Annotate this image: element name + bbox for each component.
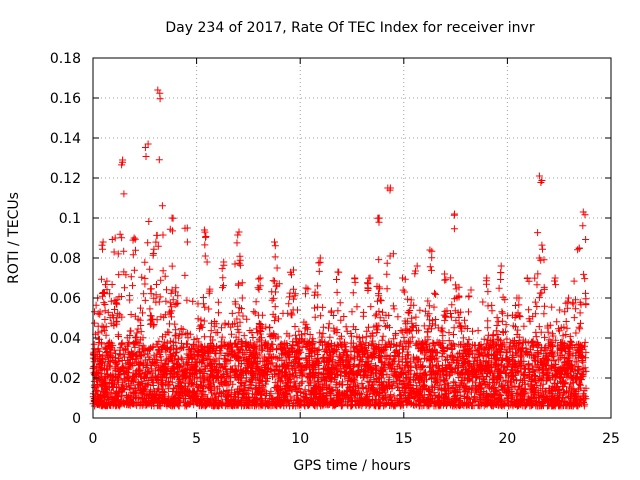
y-tick-label: 0.14	[50, 131, 81, 147]
y-tick-label: 0.18	[50, 51, 81, 67]
y-tick-label: 0.06	[50, 291, 81, 307]
roti-data-points	[89, 86, 590, 410]
y-tick-label: 0.12	[50, 171, 81, 187]
y-tick-label: 0.1	[59, 211, 81, 227]
y-tick-label: 0.04	[50, 331, 81, 347]
y-tick-label: 0.08	[50, 251, 81, 267]
data-points	[89, 86, 590, 410]
x-tick-label: 25	[602, 431, 620, 447]
plot-frame	[92, 57, 612, 419]
x-tick-label: 20	[498, 431, 516, 447]
x-tick-label: 15	[395, 431, 413, 447]
x-tick-label: 0	[89, 431, 98, 447]
y-tick-label: 0	[72, 411, 81, 427]
x-tick-label: 5	[192, 431, 201, 447]
chart-title: Day 234 of 2017, Rate Of TEC Index for r…	[165, 20, 534, 36]
x-tick-label: 10	[291, 431, 309, 447]
y-tick-label: 0.16	[50, 91, 81, 107]
y-tick-labels: 0 0.02 0.04 0.06 0.08 0.1 0.12 0.14 0.16 0.18	[50, 51, 81, 427]
x-axis-label: GPS time / hours	[293, 458, 410, 474]
y-tick-label: 0.02	[50, 371, 81, 387]
y-axis-label: ROTI / TECUs	[6, 192, 22, 284]
gridlines	[93, 58, 611, 418]
x-tick-labels: 0 5 10 15 20 25	[89, 431, 620, 447]
